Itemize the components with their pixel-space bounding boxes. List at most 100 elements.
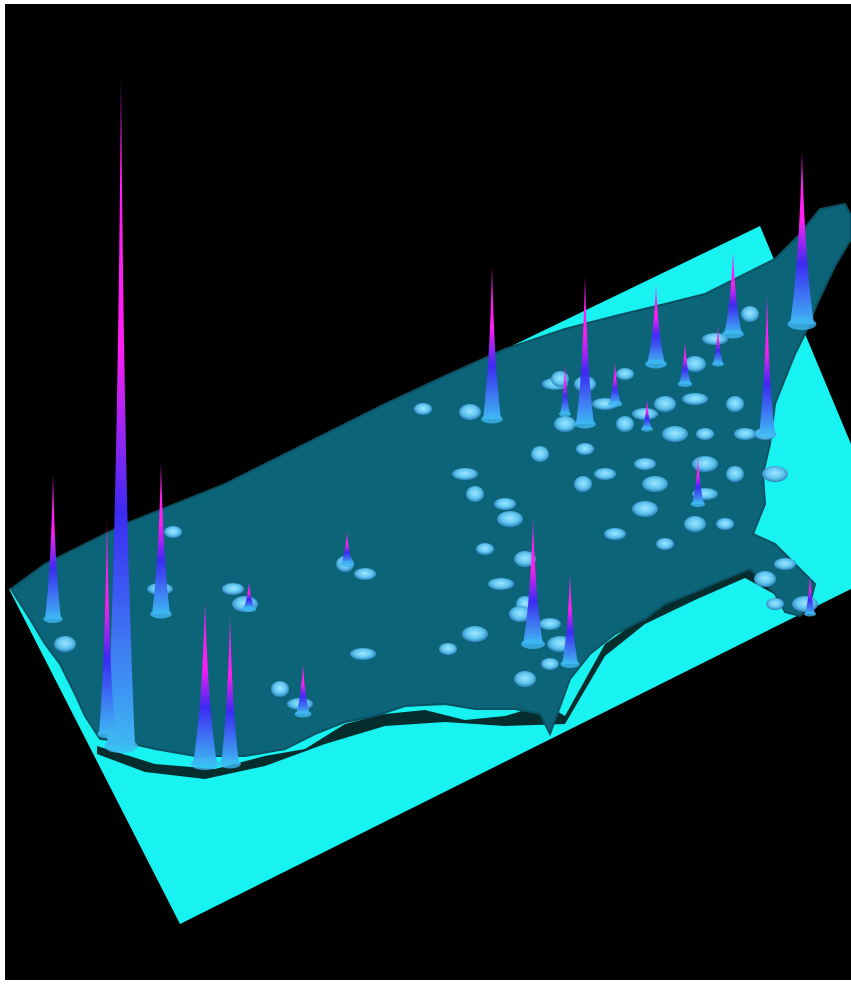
- density-peak-base: [607, 401, 623, 407]
- density-peak: [560, 364, 570, 414]
- density-peak: [341, 532, 353, 564]
- density-peak-base: [104, 739, 138, 753]
- density-peak: [562, 572, 578, 664]
- density-blob: [459, 404, 481, 420]
- density-blob: [439, 643, 457, 655]
- density-blob: [452, 468, 478, 480]
- density-peak: [193, 602, 217, 764]
- density-peak-base: [645, 359, 667, 369]
- density-blob: [766, 598, 784, 610]
- density-peak-base: [43, 615, 63, 623]
- density-blob: [754, 571, 776, 587]
- density-blob: [616, 416, 634, 432]
- density-peak-base: [677, 381, 693, 387]
- density-blob: [354, 568, 376, 580]
- density-blob: [702, 333, 728, 345]
- density-blob: [634, 458, 656, 470]
- density-peak: [790, 152, 814, 324]
- density-peak: [647, 284, 665, 364]
- density-blob: [741, 306, 759, 322]
- density-blob: [656, 538, 674, 550]
- density-blob: [632, 501, 658, 517]
- density-peak: [221, 614, 239, 764]
- density-blob: [642, 476, 668, 492]
- density-blob: [774, 558, 796, 570]
- density-peak-base: [559, 411, 571, 417]
- density-peak-base: [757, 430, 777, 438]
- density-blob: [497, 511, 523, 527]
- density-blob: [594, 468, 616, 480]
- density-blob: [554, 416, 576, 432]
- density-peak: [523, 519, 543, 644]
- density-blob: [350, 648, 376, 660]
- density-blob: [271, 681, 289, 697]
- density-blob: [576, 443, 594, 455]
- density-blob: [692, 456, 718, 472]
- density-blob: [682, 393, 708, 405]
- density-peak: [692, 456, 704, 504]
- density-blob: [726, 396, 744, 412]
- density-peak-base: [712, 361, 724, 367]
- density-peak: [679, 342, 691, 384]
- density-blob: [54, 636, 76, 652]
- density-peak-base: [481, 414, 503, 424]
- density-blob: [716, 518, 734, 530]
- density-peak-base: [150, 609, 172, 619]
- density-blob: [514, 551, 536, 567]
- density-blob: [604, 528, 626, 540]
- density-blob: [414, 403, 432, 415]
- density-blob: [684, 356, 706, 372]
- density-blob: [476, 543, 494, 555]
- density-blob: [539, 618, 561, 630]
- density-peak-base: [294, 710, 312, 718]
- density-peak-base: [190, 758, 220, 770]
- density-blob: [574, 476, 592, 492]
- density-peak: [642, 399, 652, 429]
- density-blob: [494, 498, 516, 510]
- density-peak-base: [804, 611, 816, 617]
- density-blob: [792, 596, 818, 612]
- density-peak-base: [241, 606, 257, 612]
- density-peak-base: [339, 561, 355, 567]
- density-blob: [726, 466, 744, 482]
- density-blob: [696, 428, 714, 440]
- density-blob: [509, 606, 531, 622]
- density-peak: [243, 582, 255, 609]
- density-peak: [576, 276, 594, 424]
- density-blob: [551, 371, 569, 387]
- density-peak-base: [560, 660, 580, 668]
- density-peak-base: [97, 730, 117, 738]
- density-blob: [462, 626, 488, 642]
- density-peak-base: [574, 419, 596, 429]
- density-blob: [662, 426, 688, 442]
- density-blob: [164, 526, 182, 538]
- density-blob: [531, 446, 549, 462]
- density-blob: [466, 486, 484, 502]
- density-peak-base: [641, 426, 653, 432]
- density-peak-base: [722, 329, 744, 339]
- density-blob: [514, 671, 536, 687]
- density-peak: [609, 362, 621, 404]
- density-blob: [616, 368, 634, 380]
- density-peak-base: [690, 501, 706, 507]
- density-peak: [45, 474, 61, 619]
- density-peak-base: [521, 639, 545, 649]
- density-peak-base: [219, 759, 241, 769]
- density-peak: [296, 664, 310, 714]
- density-blob: [734, 428, 756, 440]
- density-peaks: [43, 79, 817, 770]
- density-blob: [684, 516, 706, 532]
- density-blob: [541, 658, 559, 670]
- density-map: [5, 4, 851, 980]
- density-blob: [632, 408, 658, 420]
- density-peak: [805, 574, 815, 614]
- density-peak: [759, 294, 775, 434]
- density-blob: [222, 583, 244, 595]
- density-peak: [99, 519, 115, 734]
- density-peak-base: [787, 318, 817, 330]
- density-peak: [713, 326, 723, 364]
- density-blob: [762, 466, 788, 482]
- density-peak: [483, 266, 501, 419]
- density-blob: [654, 396, 676, 412]
